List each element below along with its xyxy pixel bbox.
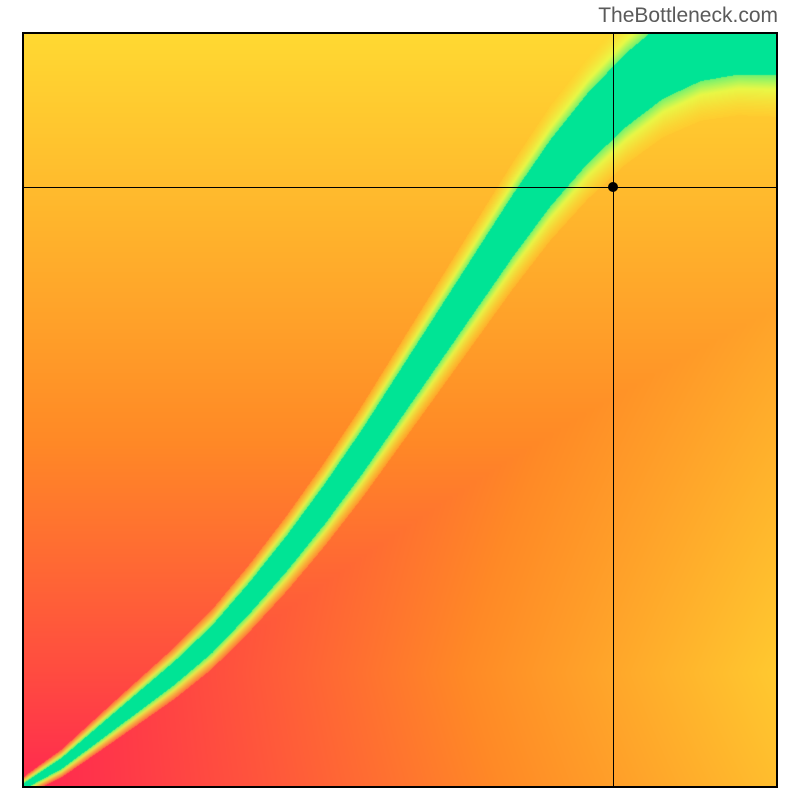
watermark-text: TheBottleneck.com [598,4,778,28]
heatmap-plot [22,32,778,788]
heatmap-canvas [24,34,776,786]
